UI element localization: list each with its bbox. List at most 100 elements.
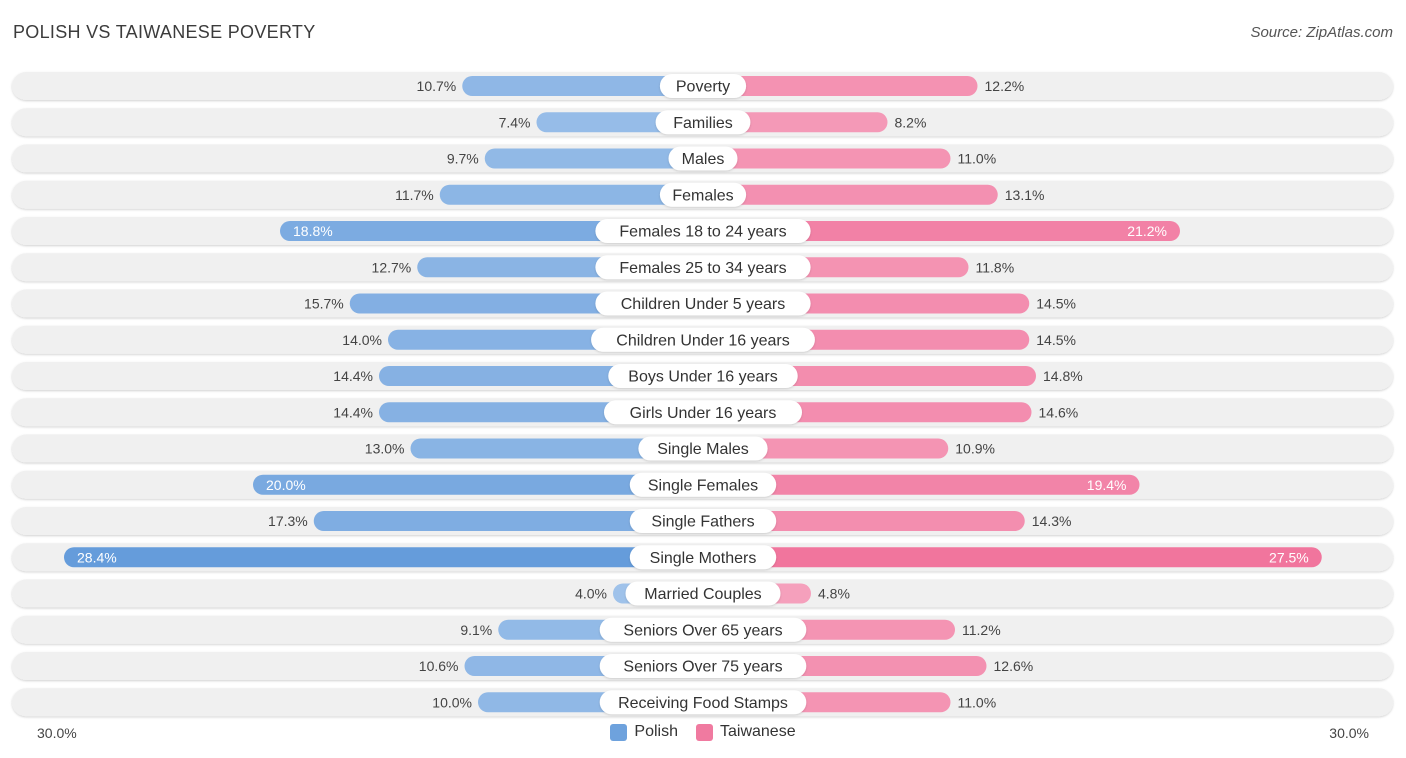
category-label-pill xyxy=(595,255,811,280)
category-label-pill xyxy=(629,545,777,570)
chart-row: 9.7% 11.0% Males xyxy=(12,144,1393,173)
chart-row: 13.0% 10.9% Single Males xyxy=(12,434,1393,463)
value-label-taiwanese: 4.8% xyxy=(818,586,850,602)
category-label: Single Males xyxy=(657,441,749,458)
bar-taiwanese xyxy=(703,547,1322,568)
chart-row: 28.4% 27.5% Single Mothers xyxy=(12,543,1393,572)
chart-row: 10.7% 12.2% Poverty xyxy=(12,72,1393,100)
source-note: Source: ZipAtlas.com xyxy=(1250,24,1393,41)
chart-row: 9.1% 11.2% Seniors Over 65 years xyxy=(12,615,1393,644)
chart-row: 10.6% 12.6% Seniors Over 75 years xyxy=(12,652,1393,680)
value-label-polish: 4.0% xyxy=(575,586,607,602)
category-label: Receiving Food Stamps xyxy=(618,695,788,712)
bar-taiwanese xyxy=(703,511,1025,531)
value-label-polish: 14.4% xyxy=(333,368,373,384)
value-label-taiwanese: 11.8% xyxy=(976,259,1015,275)
value-label-polish: 10.6% xyxy=(419,658,459,674)
chart-row: 20.0% 19.4% Single Females xyxy=(12,470,1393,499)
value-label-polish: 13.0% xyxy=(365,441,405,457)
value-label-taiwanese: 27.5% xyxy=(1269,549,1309,565)
value-label-taiwanese: 10.9% xyxy=(955,441,995,457)
category-label: Single Mothers xyxy=(650,550,757,567)
chart-row: 12.7% 11.8% Females 25 to 34 years xyxy=(12,253,1393,282)
category-label-pill xyxy=(638,436,768,461)
chart-row: 17.3% 14.3% Single Fathers xyxy=(12,507,1393,535)
value-label-polish: 20.0% xyxy=(266,477,306,493)
category-label-pill xyxy=(591,327,815,352)
value-label-taiwanese: 19.4% xyxy=(1087,477,1127,493)
category-label: Single Females xyxy=(648,477,758,494)
chart-row: 11.7% 13.1% Females xyxy=(12,180,1393,209)
legend-item-polish[interactable]: Polish xyxy=(610,723,678,741)
value-label-polish: 9.7% xyxy=(447,151,479,167)
value-label-taiwanese: 11.2% xyxy=(962,622,1001,638)
category-label: Children Under 5 years xyxy=(621,296,786,313)
bar-taiwanese xyxy=(703,221,1180,241)
category-label-pill xyxy=(595,219,811,243)
category-label: Girls Under 16 years xyxy=(630,405,777,422)
value-label-taiwanese: 11.0% xyxy=(958,151,997,167)
category-label-pill xyxy=(659,74,747,98)
value-label-taiwanese: 11.0% xyxy=(958,694,997,710)
bar-taiwanese xyxy=(703,184,998,205)
bar-polish xyxy=(439,184,703,205)
axis-right-label: 30.0% xyxy=(1329,725,1369,741)
category-label: Males xyxy=(682,151,725,168)
value-label-taiwanese: 21.2% xyxy=(1127,223,1167,239)
value-label-polish: 10.7% xyxy=(417,78,457,94)
value-label-polish: 14.4% xyxy=(333,404,373,420)
chart-title: POLISH VS TAIWANESE POVERTY xyxy=(13,22,316,42)
category-label-pill xyxy=(599,617,807,642)
legend-label-polish: Polish xyxy=(634,723,678,740)
chart-row: 15.7% 14.5% Children Under 5 years xyxy=(12,289,1393,318)
category-label: Seniors Over 65 years xyxy=(623,622,782,639)
value-label-polish: 15.7% xyxy=(304,296,344,312)
category-label: Children Under 16 years xyxy=(616,332,789,349)
legend-item-taiwanese[interactable]: Taiwanese xyxy=(695,723,796,741)
category-label: Single Fathers xyxy=(651,514,754,531)
bar-polish xyxy=(313,511,703,531)
value-label-polish: 11.7% xyxy=(395,187,434,203)
value-label-taiwanese: 14.8% xyxy=(1043,368,1083,384)
value-label-polish: 9.1% xyxy=(460,622,492,638)
category-label-pill xyxy=(595,291,811,316)
category-label-pill xyxy=(629,509,777,533)
value-label-taiwanese: 14.6% xyxy=(1039,404,1079,420)
value-label-taiwanese: 12.6% xyxy=(994,658,1034,674)
legend-swatch-taiwanese xyxy=(695,723,713,741)
category-label: Females 25 to 34 years xyxy=(619,260,786,277)
chart-row: 4.0% 4.8% Married Couples xyxy=(12,579,1393,608)
category-label-pill xyxy=(659,182,747,207)
category-label-pill xyxy=(625,581,781,606)
value-label-polish: 14.0% xyxy=(342,332,382,348)
value-label-polish: 28.4% xyxy=(77,549,117,565)
category-label-pill xyxy=(608,364,798,388)
value-label-taiwanese: 12.2% xyxy=(985,78,1025,94)
value-label-polish: 10.0% xyxy=(432,694,472,710)
category-label: Seniors Over 75 years xyxy=(623,659,782,676)
category-label-pill xyxy=(599,690,807,715)
legend-swatch-polish xyxy=(610,723,628,741)
value-label-taiwanese: 14.5% xyxy=(1036,332,1076,348)
category-label-pill xyxy=(629,472,777,497)
category-label-pill xyxy=(604,400,802,425)
bar-taiwanese xyxy=(703,474,1140,495)
chart-row: 14.0% 14.5% Children Under 16 years xyxy=(12,325,1393,354)
bar-polish xyxy=(64,547,703,568)
chart-row: 18.8% 21.2% Females 18 to 24 years xyxy=(12,217,1393,245)
value-label-polish: 17.3% xyxy=(268,513,308,529)
category-label-pill xyxy=(599,654,807,678)
category-label: Poverty xyxy=(676,79,730,96)
axis-left-label: 30.0% xyxy=(37,725,77,741)
legend: Polish Taiwanese xyxy=(0,723,1406,741)
legend-label-taiwanese: Taiwanese xyxy=(719,723,796,740)
value-label-taiwanese: 14.3% xyxy=(1032,513,1072,529)
value-label-taiwanese: 13.1% xyxy=(1005,187,1045,203)
category-label-pill xyxy=(668,146,738,171)
bar-taiwanese xyxy=(703,148,951,169)
bar-polish xyxy=(462,76,703,96)
chart-row: 7.4% 8.2% Families xyxy=(12,108,1393,137)
value-label-polish: 7.4% xyxy=(499,114,531,130)
category-label: Married Couples xyxy=(644,586,761,603)
value-label-taiwanese: 14.5% xyxy=(1036,296,1076,312)
